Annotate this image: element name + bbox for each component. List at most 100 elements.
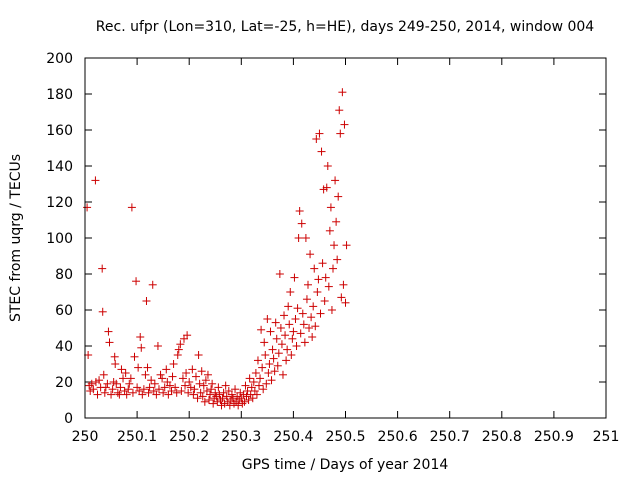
data-point <box>308 333 317 341</box>
data-point <box>201 376 210 385</box>
data-point <box>314 275 323 284</box>
data-point <box>87 379 96 388</box>
data-point <box>105 338 114 347</box>
data-point <box>133 383 142 392</box>
data-point <box>268 345 277 354</box>
data-point <box>264 369 273 377</box>
data-point <box>296 329 305 338</box>
data-point <box>261 351 270 359</box>
data-point <box>144 388 153 397</box>
data-points <box>83 88 351 410</box>
data-point <box>156 370 165 379</box>
plot-frame <box>84 57 607 419</box>
chart-title: Rec. ufpr (Lon=310, Lat=-25, h=HE), days… <box>96 19 595 35</box>
data-point <box>321 273 330 282</box>
data-point <box>194 351 203 359</box>
data-point <box>293 304 302 313</box>
data-point <box>256 374 265 383</box>
data-point <box>199 381 208 390</box>
data-point <box>207 385 216 394</box>
data-point <box>120 387 129 395</box>
data-point <box>234 401 243 410</box>
x-tick-label: 250 <box>72 429 99 445</box>
y-tick-label: 20 <box>55 375 73 391</box>
data-point <box>282 356 291 365</box>
data-point <box>342 241 351 250</box>
data-point <box>281 331 290 340</box>
data-point <box>306 250 315 259</box>
data-point <box>337 293 346 302</box>
data-point <box>216 396 225 404</box>
data-point <box>285 320 294 329</box>
data-point <box>181 381 190 390</box>
data-point <box>341 298 350 307</box>
data-point <box>128 388 137 397</box>
data-point <box>294 234 303 242</box>
data-point <box>124 385 133 394</box>
data-point <box>325 226 334 235</box>
data-point <box>83 203 92 212</box>
data-point <box>258 363 267 372</box>
data-point <box>188 365 197 374</box>
data-point <box>107 390 116 399</box>
data-point <box>286 288 295 296</box>
data-point <box>245 374 254 383</box>
y-tick-label: 0 <box>64 411 73 427</box>
x-tick-label: 250.8 <box>482 429 522 445</box>
data-point <box>249 378 258 386</box>
data-point <box>150 379 159 388</box>
data-point <box>218 394 227 403</box>
data-point <box>141 370 150 379</box>
data-point <box>322 183 331 192</box>
data-point <box>271 318 280 327</box>
data-point <box>165 381 174 390</box>
data-point <box>333 255 342 264</box>
data-point <box>211 388 220 397</box>
data-point <box>138 390 147 399</box>
data-point <box>339 280 348 289</box>
data-point <box>328 264 337 273</box>
data-point <box>196 388 205 397</box>
data-point <box>98 264 107 273</box>
data-point <box>189 390 198 399</box>
data-point <box>269 354 278 363</box>
data-point <box>326 203 335 212</box>
data-point <box>336 129 345 138</box>
data-point <box>93 390 102 399</box>
data-point <box>327 306 336 314</box>
data-point <box>136 333 145 341</box>
data-point <box>225 401 234 410</box>
data-point <box>257 325 266 334</box>
x-tick-label: 251 <box>593 429 620 445</box>
data-point <box>116 383 125 392</box>
data-point <box>119 374 128 383</box>
y-tick-label: 200 <box>46 51 73 67</box>
data-point <box>198 392 207 401</box>
data-point <box>231 385 240 394</box>
data-point <box>89 385 98 394</box>
data-point <box>265 360 274 368</box>
data-point <box>253 356 262 365</box>
data-point <box>311 322 320 331</box>
data-point <box>255 381 264 390</box>
data-point <box>338 88 347 97</box>
data-point <box>122 390 131 399</box>
data-point <box>182 369 191 377</box>
data-point <box>162 365 171 374</box>
y-axis-label: STEC from uqrg / TECUs <box>8 154 24 322</box>
x-tick-label: 250.9 <box>534 429 574 445</box>
data-point <box>295 207 304 215</box>
data-point <box>331 176 340 185</box>
data-point <box>100 388 109 397</box>
data-point <box>320 297 329 305</box>
data-point <box>203 370 212 379</box>
data-point <box>177 387 186 395</box>
data-point <box>206 390 215 399</box>
data-point <box>172 388 181 397</box>
data-point <box>303 280 312 289</box>
data-point <box>91 176 100 185</box>
data-point <box>318 259 327 268</box>
data-point <box>278 370 287 379</box>
data-point <box>241 381 250 390</box>
